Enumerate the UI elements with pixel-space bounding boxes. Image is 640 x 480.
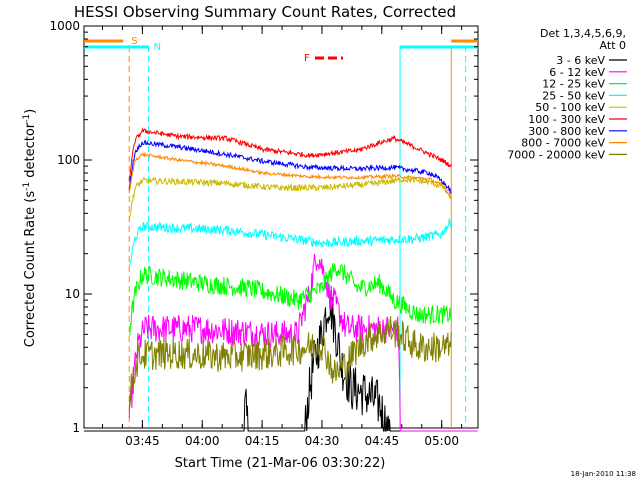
legend-entry-label: 50 - 100 keV (535, 101, 605, 114)
legend-entry-label: 12 - 25 keV (542, 78, 605, 91)
y-axis-label: Corrected Count Rate (s-1 detector-1) (22, 109, 38, 347)
legend-entry-label: 300 - 800 keV (528, 125, 605, 138)
y-tick-label: 100 (57, 153, 80, 167)
x-tick-label: 04:00 (185, 434, 220, 448)
x-tick-label: 05:00 (424, 434, 459, 448)
legend-entry-label: 800 - 7000 keV (521, 137, 605, 150)
annotation-s-label: S (131, 36, 137, 47)
x-tick-label: 04:45 (365, 434, 400, 448)
legend-title-line1: Det 1,3,4,5,6,9, (540, 27, 626, 40)
series-line (128, 253, 478, 432)
y-axis-label-end: ) (23, 109, 38, 114)
annotation-n-label: N (154, 42, 161, 53)
series-line (128, 262, 452, 336)
series-line (128, 218, 452, 266)
legend-entry-label: 100 - 300 keV (528, 113, 605, 126)
series-line (128, 127, 452, 181)
series-line (128, 139, 452, 194)
y-tick-label: 10 (65, 287, 80, 301)
y-axis-label-sup1: -1 (22, 182, 32, 191)
legend-entry-label: 6 - 12 keV (549, 66, 605, 79)
x-axis-label: Start Time (21-Mar-06 03:30:22) (175, 456, 386, 471)
legend-title-line2: Att 0 (600, 39, 626, 52)
y-tick-label: 1 (72, 421, 80, 435)
series-line (128, 151, 452, 200)
legend-entry-label: 7000 - 20000 keV (507, 148, 605, 161)
x-axis-ticks: 03:45 04:00 04:15 04:30 04:45 05:00 (101, 26, 463, 448)
series-line (128, 315, 452, 407)
y-axis-label-mid: detector (23, 122, 38, 182)
legend-entry-label: 3 - 6 keV (556, 54, 605, 67)
annotation-bars: S N F (84, 36, 478, 64)
series-lines (84, 127, 478, 432)
vertical-markers (128, 46, 467, 428)
y-tick-label: 1000 (49, 19, 80, 33)
annotation-f-label: F (304, 53, 310, 64)
timestamp: 18-Jan-2010 11:38 (571, 470, 636, 478)
chart-title: HESSI Observing Summary Count Rates, Cor… (74, 3, 456, 21)
x-tick-label: 04:30 (305, 434, 340, 448)
series-line (128, 174, 452, 223)
y-axis-label-main: Corrected Count Rate (s (23, 191, 38, 348)
y-axis-label-sup2: -1 (22, 114, 32, 123)
x-tick-label: 04:15 (245, 434, 280, 448)
legend-entry-label: 25 - 50 keV (542, 89, 605, 102)
x-tick-label: 03:45 (125, 434, 160, 448)
y-axis-ticks: 1000 100 10 1 (49, 19, 478, 435)
plot-frame (83, 25, 479, 429)
